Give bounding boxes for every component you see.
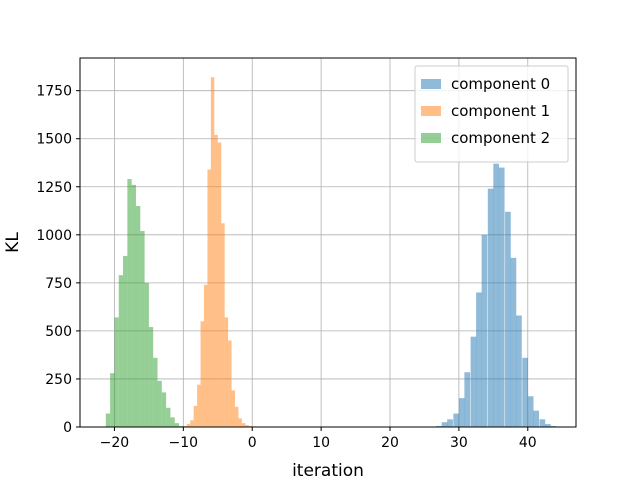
histogram-bar-series-0 xyxy=(441,422,448,427)
histogram-bar-series-0 xyxy=(481,234,488,427)
x-tick-label: 10 xyxy=(312,435,330,451)
histogram-bar-series-2 xyxy=(144,282,149,427)
histogram-bar-series-2 xyxy=(114,317,119,427)
x-tick-label: −20 xyxy=(100,435,130,451)
histogram-bar-series-2 xyxy=(123,255,128,427)
legend-swatch xyxy=(421,133,441,143)
histogram-bar-series-2 xyxy=(140,230,145,427)
histogram-bar-series-0 xyxy=(527,396,534,427)
histogram-bar-series-0 xyxy=(458,398,465,427)
histogram-bar-series-2 xyxy=(131,184,136,427)
histogram-bar-series-1 xyxy=(221,223,225,427)
histogram-bar-series-0 xyxy=(453,413,460,427)
histogram-bar-series-0 xyxy=(522,357,528,427)
histogram-bar-series-2 xyxy=(127,179,132,427)
legend-box xyxy=(414,65,569,163)
histogram-bar-series-0 xyxy=(539,419,546,427)
histogram-bar-series-2 xyxy=(170,417,175,427)
histogram-bar-series-2 xyxy=(105,413,111,427)
histogram-bar-series-1 xyxy=(241,423,246,427)
y-tick-label: 1500 xyxy=(36,132,72,148)
histogram-bar-series-1 xyxy=(210,77,215,427)
y-tick-label: 1750 xyxy=(36,84,72,100)
histogram-bar-series-1 xyxy=(197,384,201,427)
histogram-bar-series-0 xyxy=(498,167,505,427)
y-tick-label: 0 xyxy=(63,420,72,436)
x-tick-label: −10 xyxy=(169,435,199,451)
axis-ticks: −20 −10 0 10 20 30 40 0 250 500 750 1000 1250 1500 175… xyxy=(36,84,536,451)
x-axis-label: iteration xyxy=(292,461,364,480)
histogram-bar-series-2 xyxy=(148,327,154,427)
histogram-bar-series-0 xyxy=(545,424,551,427)
histogram-bar-series-2 xyxy=(110,373,115,427)
histogram-bar-series-1 xyxy=(200,321,204,427)
legend-label: component 0 xyxy=(451,75,550,93)
histogram-bar-series-2 xyxy=(166,407,171,427)
histogram-bar-series-0 xyxy=(510,257,517,427)
histogram-bar-series-0 xyxy=(464,372,471,427)
legend-label: component 2 xyxy=(451,129,550,147)
legend-swatch xyxy=(421,106,441,116)
legend-label: component 1 xyxy=(451,102,550,120)
histogram-bar-series-1 xyxy=(214,134,218,427)
x-tick-label: 20 xyxy=(381,435,399,451)
histogram-bar-series-0 xyxy=(516,315,522,427)
histogram-bar-series-1 xyxy=(228,340,232,427)
histogram-bar-series-1 xyxy=(238,418,242,427)
histogram-bar-series-0 xyxy=(493,163,500,427)
histogram-bar-series-1 xyxy=(224,317,229,427)
y-tick-label: 250 xyxy=(45,372,72,388)
histogram-bar-series-2 xyxy=(118,275,124,427)
histogram-bar-series-1 xyxy=(231,390,235,427)
legend-swatch xyxy=(421,79,441,89)
y-tick-label: 1250 xyxy=(36,180,72,196)
histogram-bar-series-1 xyxy=(193,405,198,427)
histogram-bar-series-1 xyxy=(235,406,239,427)
histogram-bar-series-2 xyxy=(157,380,162,427)
histogram-bar-series-1 xyxy=(186,424,191,427)
histogram-bar-series-2 xyxy=(174,423,180,427)
histogram-bar-series-2 xyxy=(161,392,167,427)
histogram-bar-series-1 xyxy=(207,169,211,427)
plot-frame xyxy=(79,57,577,428)
histogram-bar-series-1 xyxy=(190,420,194,427)
histogram-bar-series-0 xyxy=(476,292,482,427)
histogram-bar-series-0 xyxy=(533,410,540,427)
histogram-bar-series-0 xyxy=(505,211,511,427)
histogram-bar-series-0 xyxy=(447,419,453,427)
histogram-bar-series-1 xyxy=(217,142,222,427)
histogram-bars xyxy=(105,77,563,427)
y-axis-label: KL xyxy=(3,232,23,253)
histogram-bar-series-0 xyxy=(470,336,477,427)
histogram-bar-series-1 xyxy=(245,425,249,427)
histogram-bar-series-1 xyxy=(204,284,208,427)
y-tick-label: 500 xyxy=(45,324,72,340)
y-tick-label: 1000 xyxy=(36,228,72,244)
histogram-bar-series-2 xyxy=(135,205,141,427)
x-tick-label: 40 xyxy=(519,435,537,451)
x-tick-label: 0 xyxy=(248,435,257,451)
x-tick-label: 30 xyxy=(450,435,468,451)
histogram-bar-series-2 xyxy=(153,357,158,427)
histogram-bar-series-0 xyxy=(487,188,494,427)
legend: component 0 component 1 component 2 xyxy=(414,65,569,163)
y-tick-label: 750 xyxy=(45,276,72,292)
